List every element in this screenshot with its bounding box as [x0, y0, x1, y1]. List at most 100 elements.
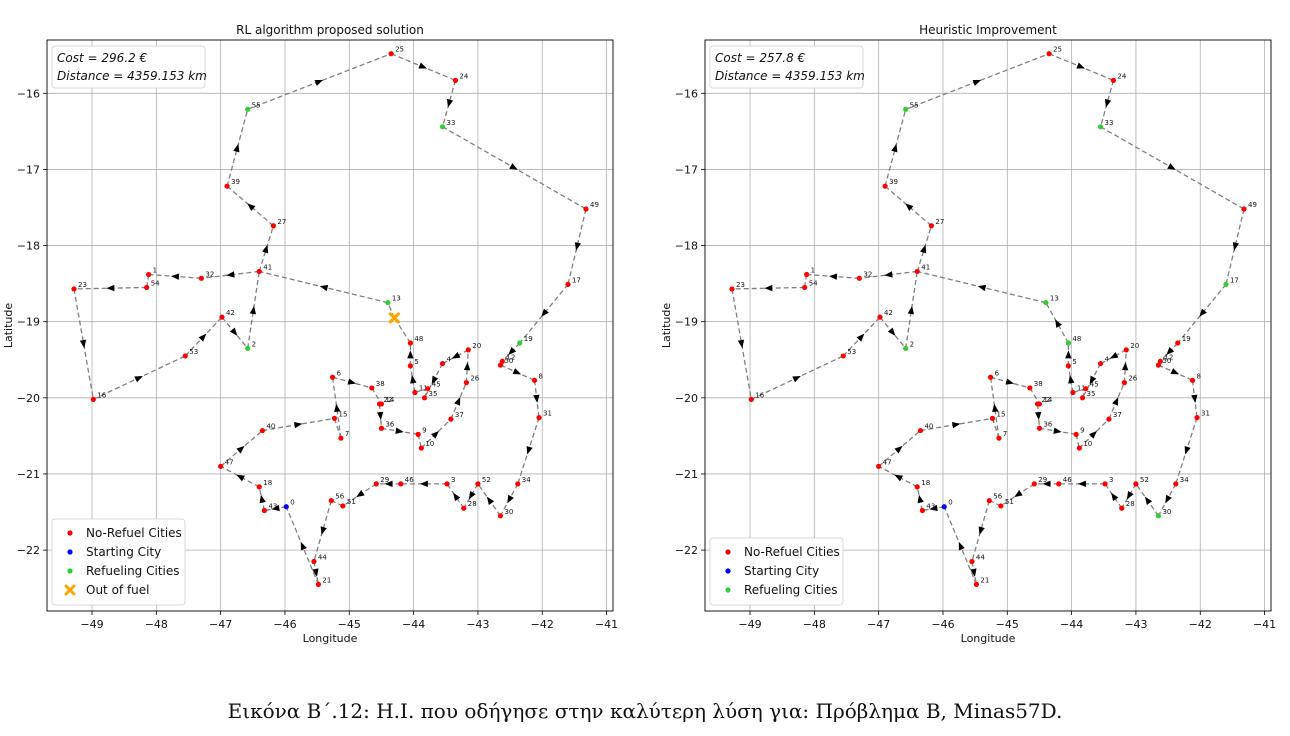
x-tick-label: −43: [1124, 618, 1147, 631]
route-arrow: [1034, 411, 1042, 421]
city-label: 28: [468, 500, 477, 508]
route-segment: [442, 349, 469, 365]
city-label: 31: [1201, 410, 1210, 418]
route-arrow: [894, 445, 903, 454]
route-arrow: [1005, 378, 1015, 385]
city-label: 54: [151, 279, 160, 287]
city-label: 22: [1042, 396, 1051, 404]
route-segment: [1067, 365, 1074, 393]
route-arrow: [1089, 430, 1097, 439]
city-marker: [987, 374, 994, 380]
city-label: 47: [225, 458, 234, 466]
city-label: 1: [811, 266, 815, 274]
info-box: Cost = 296.2 € Distance = 4359.153 km: [51, 45, 207, 89]
city-marker: [1070, 389, 1076, 396]
route-segment: [1225, 208, 1245, 285]
route-arrow: [958, 541, 965, 551]
city-marker: [917, 427, 924, 434]
city-label: 29: [380, 476, 389, 484]
legend-label: Out of fuel: [86, 583, 150, 597]
city-label: 51: [1005, 498, 1014, 506]
city-marker: [1119, 505, 1125, 511]
city-marker: [259, 427, 266, 434]
x-tick-label: −48: [803, 618, 826, 631]
city-marker: [407, 340, 413, 346]
city-marker: [748, 396, 754, 402]
route-arrow: [507, 494, 514, 504]
route-arrow: [431, 375, 439, 385]
legend-marker: [725, 568, 731, 574]
city-marker: [1031, 481, 1037, 487]
city-marker: [928, 223, 935, 229]
route-arrow: [1191, 394, 1198, 403]
city-label: 33: [447, 119, 456, 127]
city-marker: [497, 362, 504, 368]
route-arrow: [526, 445, 533, 455]
legend-label: Starting City: [744, 564, 819, 578]
city-label: 18: [263, 479, 272, 487]
city-marker: [497, 513, 504, 519]
city-label: 8: [539, 372, 543, 380]
route-arrow: [1144, 496, 1153, 505]
y-tick-label: −21: [675, 468, 698, 481]
route-segment: [567, 208, 587, 285]
route-segment: [1104, 483, 1123, 509]
city-marker: [444, 481, 450, 487]
city-label: 6: [337, 369, 342, 377]
city-label: 40: [266, 423, 275, 431]
city-marker: [261, 507, 267, 514]
city-marker: [256, 268, 262, 275]
route-arrow: [737, 339, 745, 349]
city-label: 14: [385, 396, 394, 404]
city-marker: [1079, 395, 1086, 401]
city-label: 20: [472, 342, 481, 350]
route-arrow: [1184, 445, 1191, 455]
route-arrow: [410, 375, 417, 384]
city-marker: [565, 281, 571, 287]
route-arrow: [319, 284, 329, 292]
city-label: 31: [543, 410, 552, 418]
city-marker: [1065, 340, 1071, 346]
city-marker: [1175, 340, 1181, 346]
route-arrow: [1170, 368, 1180, 375]
city-marker: [515, 481, 521, 487]
city-marker: [373, 481, 379, 487]
city-label: 46: [405, 476, 414, 484]
city-label: 3: [1109, 476, 1113, 484]
route-segment: [331, 377, 342, 439]
city-marker: [329, 374, 336, 380]
route-arrow: [356, 490, 365, 498]
route-arrow: [1089, 375, 1097, 385]
city-marker: [804, 271, 810, 278]
route-arrow: [992, 403, 999, 413]
x-tick-label: −48: [145, 618, 168, 631]
city-marker: [536, 415, 542, 421]
city-marker: [1102, 481, 1108, 487]
city-label: 28: [1126, 500, 1135, 508]
figure: −49 −48 −47 −46 −45 −44 −43 −42 −41 −16 −17 −18 −19 −…: [2, 23, 1276, 645]
city-label: 23: [78, 281, 87, 289]
route-segment: [1121, 483, 1137, 509]
route-segment: [884, 109, 907, 187]
route-arrow: [419, 480, 428, 488]
route-arrow: [249, 305, 257, 315]
city-label: 24: [1117, 72, 1126, 80]
city-marker: [998, 503, 1004, 509]
route-arrow: [856, 333, 865, 342]
city-label: 52: [1140, 476, 1149, 484]
out-of-fuel-marker: [388, 312, 400, 324]
city-marker: [1073, 431, 1079, 437]
x-tick-label: −43: [466, 618, 489, 631]
city-label: 21: [980, 576, 989, 584]
route-arrow: [259, 494, 266, 504]
city-marker: [452, 77, 459, 83]
route-arrow: [294, 421, 303, 429]
legend-marker: [725, 549, 731, 555]
city-marker: [1133, 481, 1139, 487]
route-arrow: [334, 403, 341, 413]
route-arrow: [395, 427, 404, 434]
y-axis-label: Latitude: [660, 303, 673, 349]
city-marker: [1036, 425, 1043, 431]
city-marker: [1043, 300, 1049, 306]
route-arrow: [952, 421, 961, 429]
